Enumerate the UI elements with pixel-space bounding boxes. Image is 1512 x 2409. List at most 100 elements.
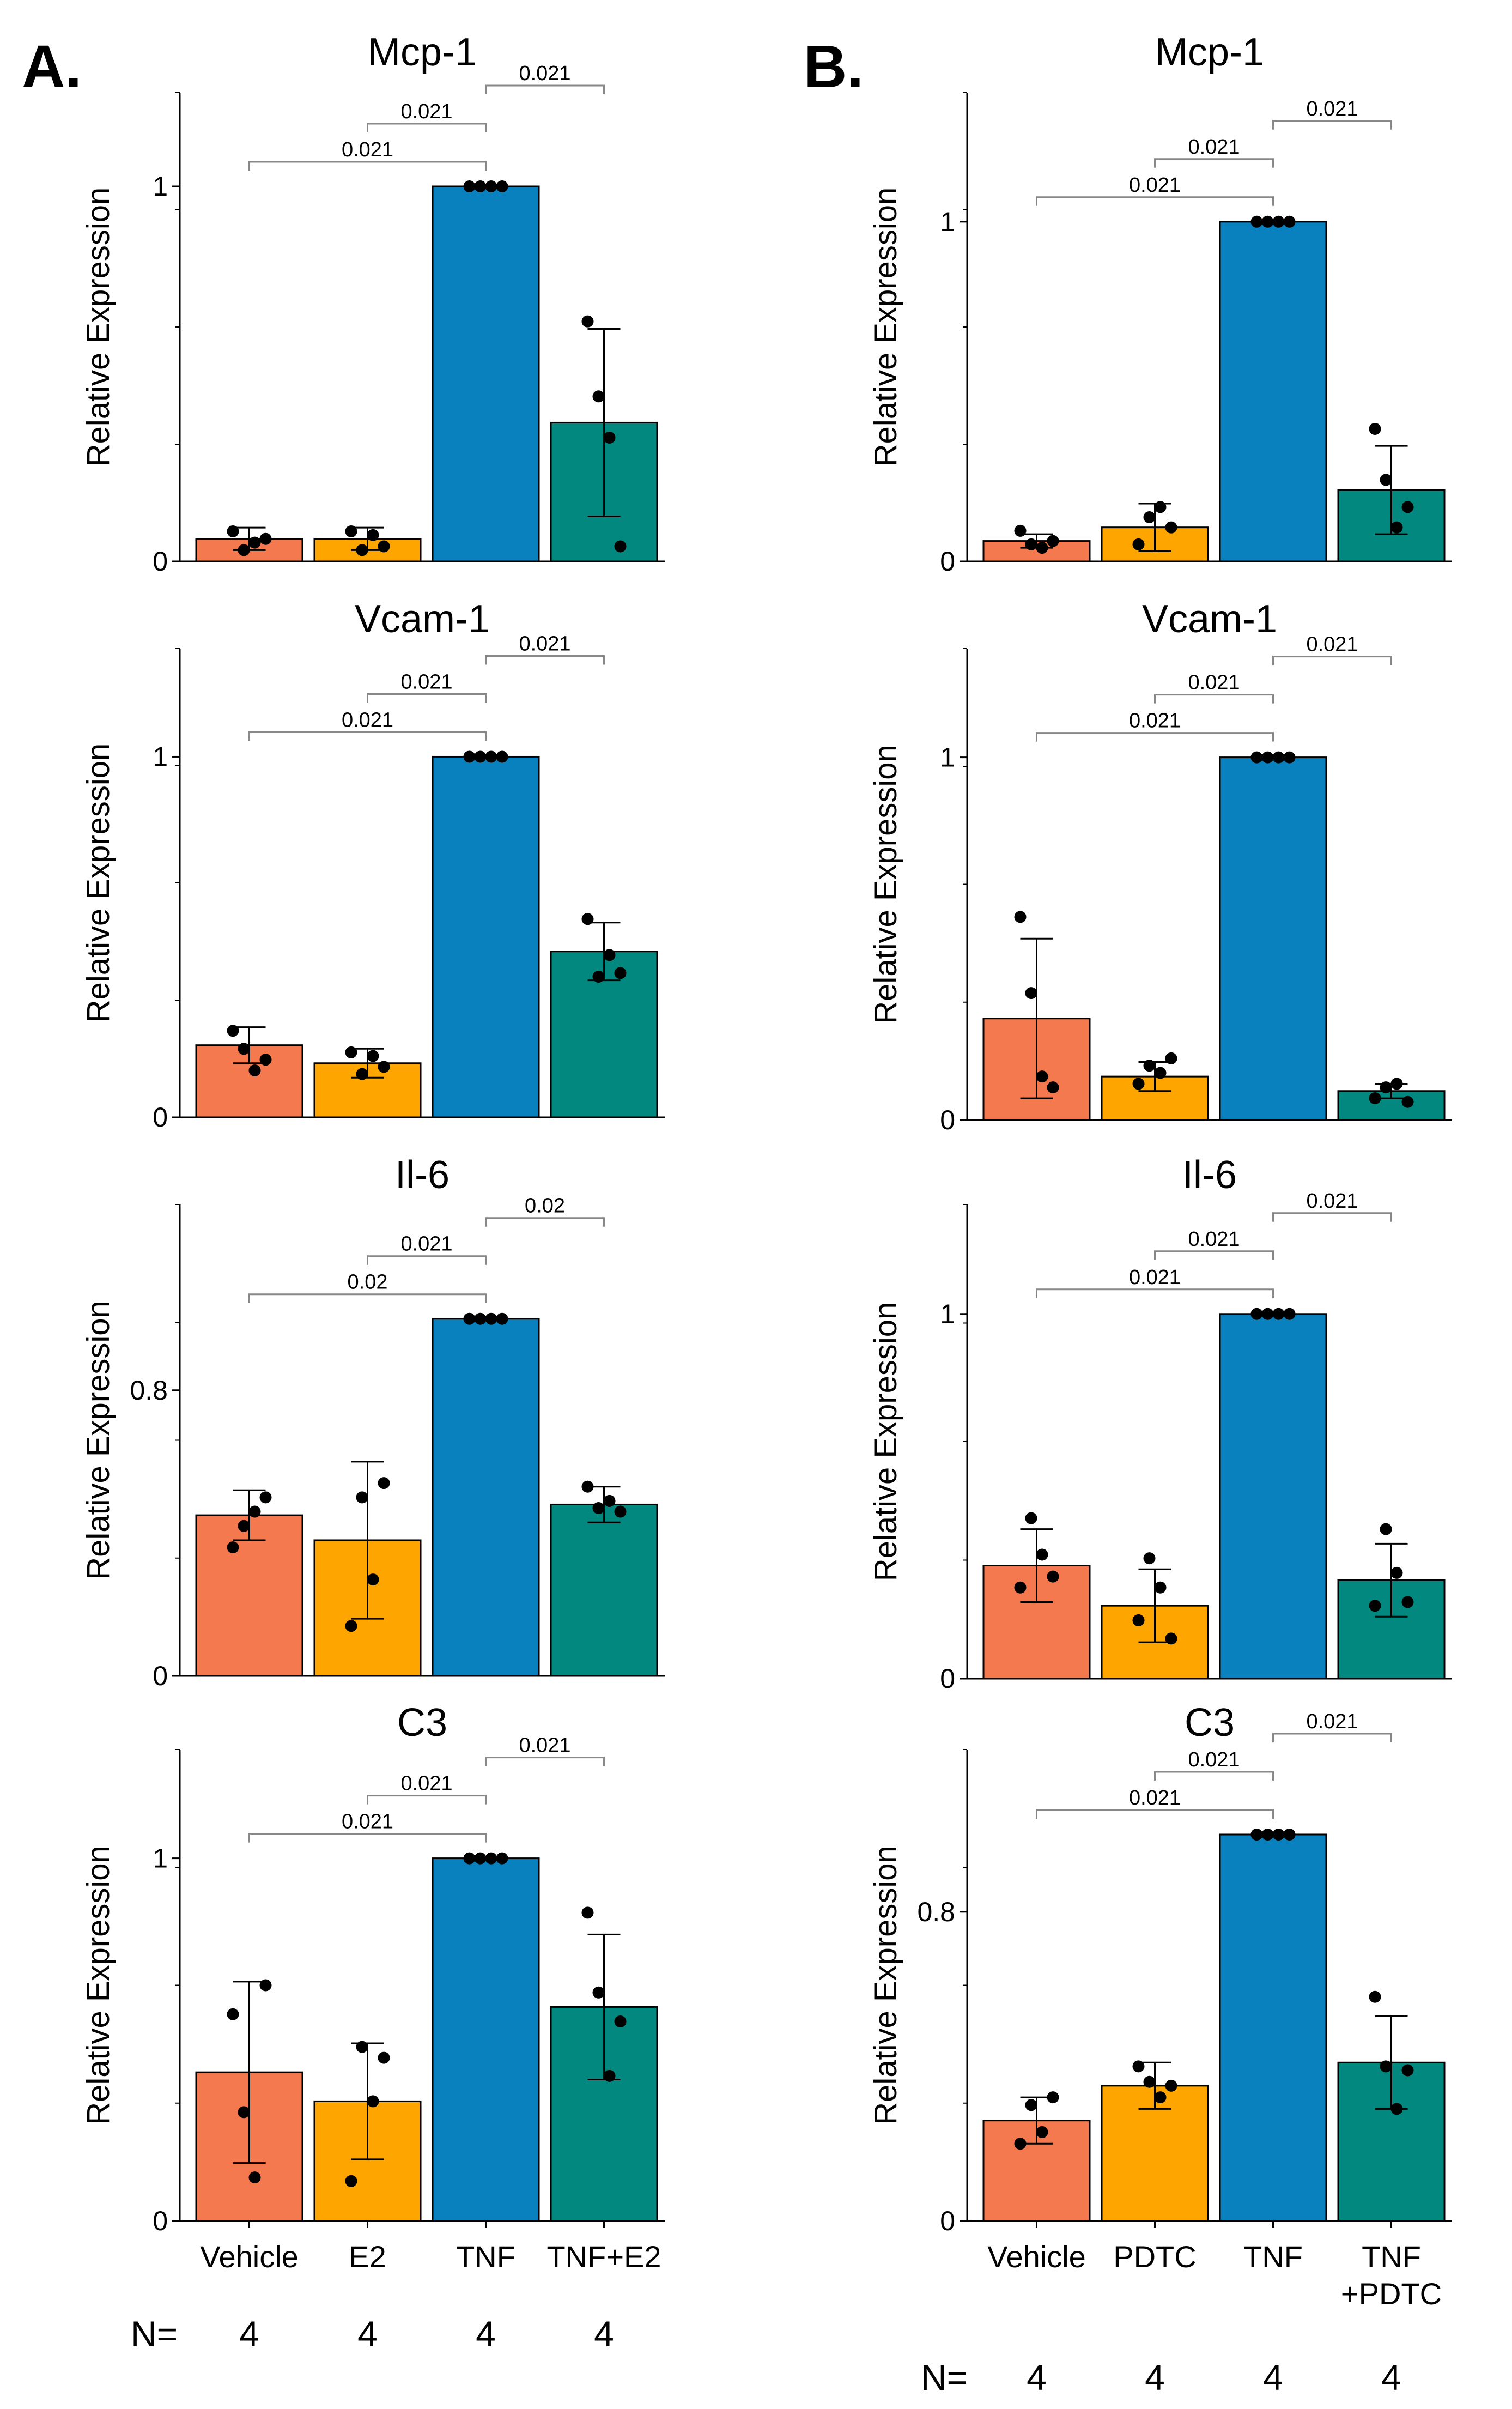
chart-4: Mcp-1 Relative Expression 0 1 0.021 0.021 0.02…	[868, 31, 1452, 577]
significance-bracket	[367, 1255, 487, 1265]
bar	[432, 1318, 540, 1677]
data-point	[1143, 511, 1156, 523]
chart-1: Vcam-1 Relative Expression 0 1 0.021 0.021 0.0…	[81, 597, 665, 1133]
data-point	[592, 971, 605, 983]
bar	[550, 1503, 658, 1677]
p-value-label: 0.021	[1129, 1787, 1181, 1809]
data-point	[1154, 1067, 1167, 1079]
x-tick-label: TNF+E2	[546, 2239, 661, 2274]
panel-label-a: A.	[22, 33, 82, 100]
y-tick-label: 0	[940, 1105, 955, 1135]
data-point	[485, 750, 497, 763]
data-point	[1025, 1512, 1037, 1524]
chart-title: C3	[1185, 1701, 1235, 1745]
data-point	[1025, 2099, 1037, 2111]
data-point	[259, 1979, 272, 1992]
data-point	[227, 1025, 239, 1037]
data-point	[227, 525, 239, 537]
x-tick-label: +PDTC	[1341, 2277, 1442, 2311]
significance-bracket	[248, 731, 487, 741]
data-point	[603, 1494, 616, 1507]
data-point	[238, 1520, 250, 1532]
data-point	[1380, 474, 1392, 486]
data-point	[1369, 1990, 1381, 2003]
data-point	[1132, 2060, 1145, 2073]
y-tick-label: 0	[153, 1102, 168, 1133]
data-point	[581, 315, 594, 328]
data-point	[1250, 215, 1263, 228]
significance-bracket	[1036, 1809, 1274, 1819]
data-point	[378, 1061, 390, 1073]
data-point	[1380, 1081, 1392, 1094]
significance-bracket	[367, 123, 487, 132]
data-point	[367, 2095, 379, 2108]
data-point	[1272, 215, 1285, 228]
data-point	[378, 2051, 390, 2064]
data-point	[614, 1505, 627, 1518]
data-point	[345, 525, 357, 537]
significance-bracket	[1154, 694, 1274, 704]
p-value-label: 0.021	[342, 1811, 393, 1833]
data-point	[259, 532, 272, 545]
data-point	[603, 2069, 616, 2082]
data-point	[1369, 1600, 1381, 1612]
y-axis-label: Relative Expression	[81, 1845, 116, 2125]
data-point	[1154, 501, 1167, 513]
data-point	[356, 2041, 368, 2053]
data-point	[1036, 542, 1048, 554]
y-tick-label: 0	[153, 2206, 168, 2236]
y-axis-label: Relative Expression	[868, 187, 903, 467]
p-value-label: 0.021	[1129, 710, 1181, 733]
data-point	[1047, 2091, 1059, 2104]
x-tick-label: TNF	[1243, 2239, 1303, 2274]
x-tick-label: Vehicle	[987, 2239, 1086, 2274]
significance-bracket	[367, 693, 487, 703]
y-tick-label: 1	[940, 207, 955, 237]
p-value-label: 0.021	[1129, 1266, 1181, 1289]
significance-bracket	[1272, 656, 1392, 665]
y-axis-label: Relative Expression	[868, 1845, 903, 2125]
data-point	[238, 544, 250, 556]
chart-7: C3 Relative Expression 0 0.8 0.021 0.021 0.021…	[868, 1701, 1452, 2398]
significance-bracket	[1154, 1250, 1274, 1260]
chart-title: Il-6	[1182, 1153, 1237, 1197]
p-value-label: 0.021	[1188, 1748, 1240, 1771]
significance-bracket	[367, 1795, 487, 1805]
chart-title: C3	[397, 1701, 447, 1745]
chart-title: Il-6	[395, 1153, 450, 1197]
data-point	[356, 1068, 368, 1080]
n-value: 4	[357, 2314, 378, 2354]
data-point	[1261, 1828, 1274, 1841]
n-value: 4	[1381, 2357, 1401, 2398]
data-point	[1250, 751, 1263, 764]
n-label-b: N=	[921, 2357, 968, 2398]
x-tick-label: TNF	[456, 2239, 515, 2274]
significance-bracket	[485, 1757, 605, 1766]
p-value-label: 0.021	[400, 1772, 452, 1795]
data-point	[603, 949, 616, 961]
n-value: 4	[1145, 2357, 1165, 2398]
p-value-label: 0.021	[519, 1734, 570, 1757]
y-tick-label: 0	[940, 1663, 955, 1694]
data-point	[581, 1480, 594, 1493]
data-point	[463, 180, 476, 192]
y-tick-label: 0	[153, 1661, 168, 1691]
data-point	[1165, 1632, 1177, 1645]
data-point	[1036, 1070, 1048, 1083]
data-point	[592, 390, 605, 403]
bar	[1219, 756, 1327, 1121]
p-value-label: 0.021	[342, 138, 393, 161]
data-point	[345, 1620, 357, 1632]
data-point	[1165, 521, 1177, 534]
data-point	[356, 544, 368, 556]
y-tick-label: 0.8	[130, 1375, 168, 1406]
data-point	[259, 1491, 272, 1504]
y-tick-label: 0	[940, 546, 955, 577]
data-point	[248, 1064, 261, 1076]
chart-title: Vcam-1	[355, 597, 490, 641]
p-value-label: 0.021	[400, 670, 452, 693]
data-point	[1380, 2060, 1392, 2073]
data-point	[474, 180, 487, 192]
p-value-label: 0.021	[1188, 1228, 1240, 1251]
